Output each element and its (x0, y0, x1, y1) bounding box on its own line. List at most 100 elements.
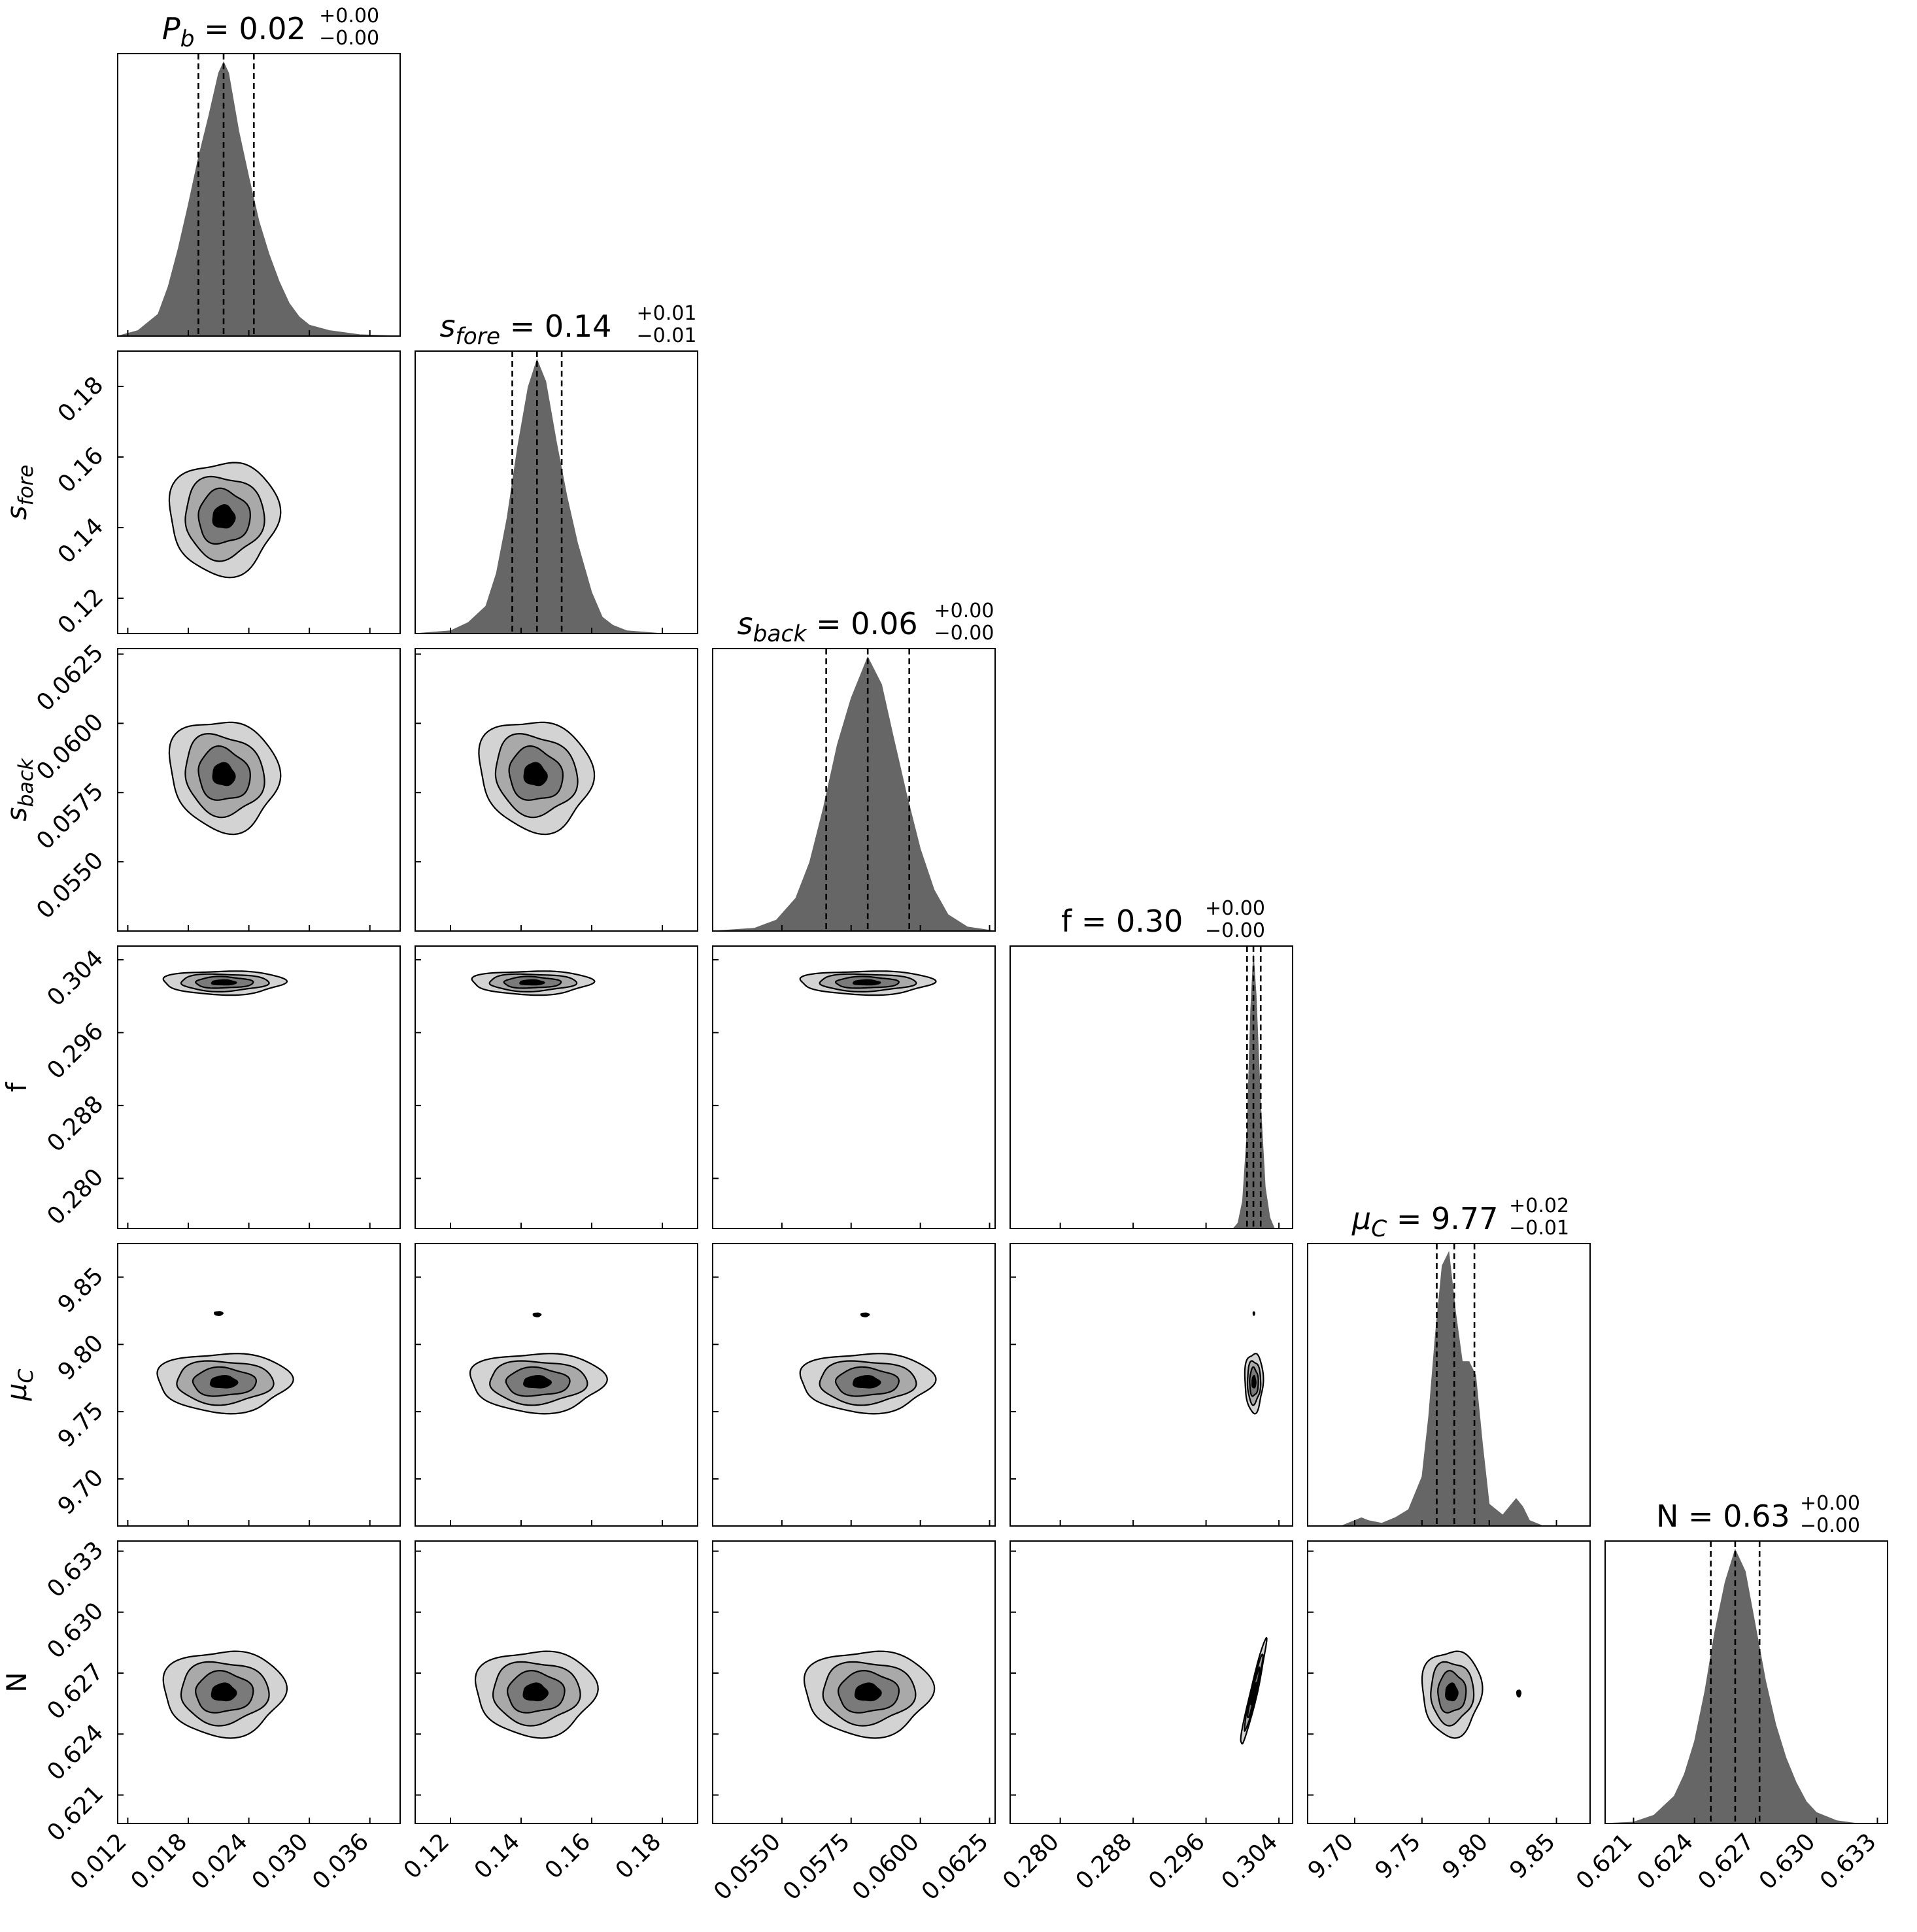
histogram-area-mu_C (1308, 1251, 1590, 1526)
contour-main-level-4 (211, 979, 237, 986)
panel-s_back-vs-s_back: sback = 0.06 +0.00−0.00 (712, 600, 996, 932)
panel-frame (415, 1540, 698, 1824)
contour-main-level-4 (212, 504, 236, 529)
title-minus-s_back: −0.00 (934, 622, 994, 645)
title-symbol: s (738, 606, 753, 641)
panel-frame (415, 648, 698, 932)
contour-main-level-4 (853, 1374, 881, 1389)
panel-title-mu_C: μC = 9.77 +0.02−0.01 (1351, 1195, 1569, 1242)
panel-frame (117, 1243, 401, 1527)
panel-frame (712, 1243, 996, 1527)
contour-main-level-4 (212, 762, 236, 787)
panel-s_back-vs-s_fore (415, 648, 698, 932)
title-plus-N: +0.00 (1800, 1492, 1860, 1515)
y-axis-label-f-base: f (1, 1081, 33, 1092)
x-axis-label-s_fore: sfore (529, 1929, 585, 1932)
y-axis-label-mu_C-subscript: C (14, 1369, 38, 1383)
title-plus-s_fore: +0.01 (637, 302, 697, 325)
panel-f-vs-s_back (712, 945, 996, 1229)
contour-main-level-4 (1445, 1682, 1459, 1702)
panel-content (474, 1650, 599, 1739)
panel-content (1421, 1650, 1522, 1739)
panel-content (162, 970, 288, 996)
x-axis-label-s_back-base: s (823, 1929, 837, 1932)
panel-title-s_back: sback = 0.06 +0.00−0.00 (738, 600, 994, 647)
title-symbol: μ (1351, 1201, 1371, 1236)
title-plus-f: +0.00 (1205, 897, 1265, 920)
panel-frame (712, 945, 996, 1229)
panel-content (469, 1312, 608, 1415)
panel-frame (1009, 1540, 1293, 1824)
title-value: = 0.63 (1678, 1499, 1790, 1534)
contour-main-level-4 (855, 1682, 882, 1702)
panel-f-vs-f: f = 0.30 +0.00−0.00 (1009, 897, 1293, 1229)
panel-content (1010, 946, 1293, 1229)
panel-content (713, 649, 995, 931)
y-axis-label-f: f (1, 1081, 33, 1092)
title-symbol-subscript: C (1371, 1216, 1387, 1242)
panel-frame (1009, 1243, 1293, 1527)
contour-main-level-4 (1250, 1681, 1257, 1706)
x-axis-label-mu_C: μC (1433, 1929, 1465, 1932)
y-axis-label-s_back: sback (1, 757, 38, 822)
contour-main-level-4 (522, 1682, 549, 1702)
y-axis-label-N: N (1, 1672, 33, 1692)
panel-f-vs-s_fore (415, 945, 698, 1229)
panel-content (803, 1650, 936, 1739)
panel-s_fore-vs-s_fore: sfore = 0.14 +0.01−0.01 (415, 302, 698, 634)
title-main-mu_C: μC = 9.77 (1351, 1201, 1499, 1242)
contour-secondary-0-level-1 (1516, 1689, 1522, 1698)
title-plus-s_back: +0.00 (934, 600, 994, 622)
panel-content (799, 970, 937, 996)
title-symbol-subscript: fore (455, 324, 500, 350)
title-main-f: f = 0.30 (1061, 904, 1183, 939)
x-axis-label-Pb-base: P (244, 1929, 261, 1932)
y-axis-label-s_back-subscript: back (14, 757, 38, 807)
panel-frame (1307, 1540, 1591, 1824)
contour-main-level-4 (519, 979, 545, 986)
title-plus-Pb: +0.00 (319, 5, 379, 27)
panel-mu_C-vs-s_back (712, 1243, 996, 1527)
panel-frame (1307, 1243, 1591, 1527)
y-axis-label-s_fore-subscript: fore (14, 465, 38, 506)
y-axis-label-s_fore-base: s (1, 505, 33, 520)
panel-title-N: N = 0.63 +0.00−0.00 (1656, 1492, 1860, 1537)
panel-frame (712, 1540, 996, 1824)
x-axis-label-s_back: sback (823, 1929, 887, 1932)
title-value: = 0.06 (806, 606, 917, 641)
panel-content (1605, 1541, 1888, 1823)
panel-content (1244, 1311, 1264, 1415)
y-axis-label-mu_C-base: μ (1, 1383, 33, 1402)
title-minus-f: −0.00 (1205, 919, 1265, 942)
title-value: = 0.02 (195, 11, 306, 46)
panel-frame (117, 53, 401, 337)
title-value: = 9.77 (1387, 1201, 1498, 1236)
title-main-Pb: Pb = 0.02 (162, 11, 306, 52)
title-main-N: N = 0.63 (1656, 1499, 1790, 1534)
x-axis-label-mu_C-base: μ (1433, 1929, 1451, 1932)
title-symbol: P (162, 11, 180, 46)
y-axis-label-s_back-base: s (1, 807, 33, 821)
contour-main-level-4 (1251, 1374, 1257, 1389)
panel-frame (117, 945, 401, 1229)
x-axis-label-s_fore-base: s (529, 1929, 543, 1932)
title-minus-Pb: −0.00 (319, 27, 379, 50)
panel-content (1240, 1637, 1268, 1745)
panel-s_fore-vs-Pb: 0.120.140.160.18 (53, 350, 401, 639)
contour-main-level-4 (211, 1682, 237, 1702)
panel-Pb-vs-Pb: Pb = 0.02 +0.00−0.00 (117, 5, 401, 337)
x-axis-label-f: f (1147, 1929, 1157, 1932)
title-symbol: N (1656, 1499, 1678, 1534)
panel-mu_C-vs-Pb: 9.709.759.809.85 (53, 1243, 401, 1527)
panel-frame (415, 350, 698, 634)
contour-main-level-4 (523, 1374, 552, 1389)
contour-secondary-0-level-1 (1252, 1311, 1255, 1316)
histogram-area-s_fore (415, 358, 698, 634)
title-main-s_back: sback = 0.06 (738, 606, 918, 647)
histogram-area-Pb (118, 61, 400, 336)
title-plus-mu_C: +0.02 (1509, 1195, 1569, 1217)
panel-frame (1604, 1540, 1888, 1824)
panel-frame (415, 945, 698, 1229)
